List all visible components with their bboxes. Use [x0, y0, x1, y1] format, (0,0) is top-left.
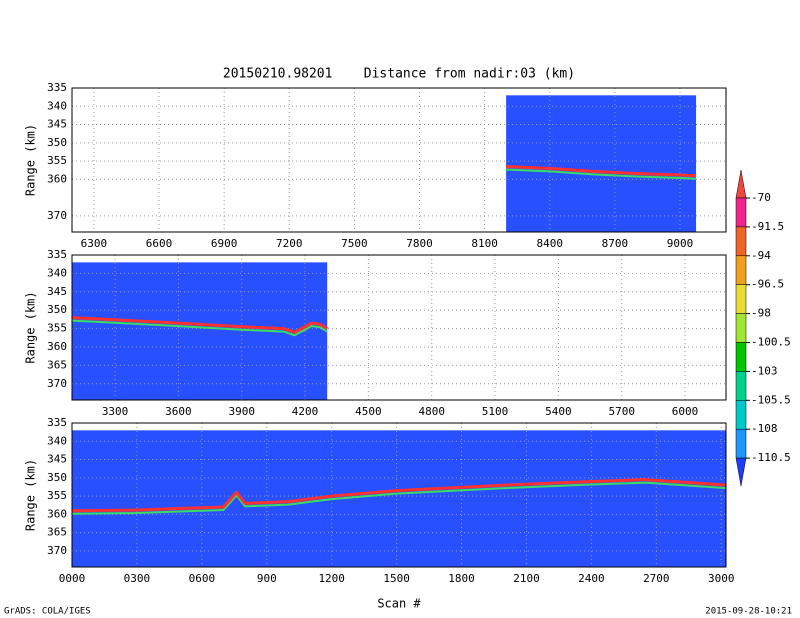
- x-tick-label: 6600: [146, 237, 173, 250]
- y-tick-label: 345: [47, 285, 67, 298]
- colorbar-segment: [735, 371, 747, 401]
- y-tick-label: 365: [47, 358, 67, 371]
- colorbar-label: -96.5: [751, 278, 784, 291]
- x-tick-label: 1200: [318, 572, 345, 585]
- surface-line: [72, 478, 726, 513]
- colorbar-segment: [735, 255, 747, 285]
- colorbar-label: -94: [751, 249, 771, 262]
- x-tick-label: 6300: [81, 237, 108, 250]
- y-axis-label: Range (km): [24, 459, 38, 531]
- data-coverage: [72, 430, 726, 567]
- colorbar-segment: [735, 226, 747, 257]
- x-tick-label: 9000: [667, 237, 694, 250]
- colorbar-label: -110.5: [751, 451, 791, 464]
- colorbar-label: -100.5: [751, 336, 791, 349]
- y-tick-label: 360: [47, 507, 67, 520]
- surface-halo: [72, 481, 726, 515]
- x-tick-label: 2100: [513, 572, 540, 585]
- x-tick-label: 8700: [602, 237, 629, 250]
- colorbar-label: -105.5: [751, 393, 791, 406]
- x-tick-label: 3900: [228, 405, 255, 418]
- y-tick-label: 345: [47, 453, 67, 466]
- colorbar-label: -108: [751, 422, 778, 435]
- y-tick-label: 350: [47, 303, 67, 316]
- y-tick-label: 370: [47, 209, 67, 222]
- colorbar-label: -91.5: [751, 220, 784, 233]
- y-tick-label: 360: [47, 340, 67, 353]
- y-axis-label: Range (km): [24, 291, 38, 363]
- x-tick-label: 1500: [383, 572, 410, 585]
- y-tick-label: 335: [47, 248, 67, 261]
- y-tick-label: 335: [47, 81, 67, 94]
- colorbar-segment: [735, 197, 747, 228]
- footer-left: GrADS: COLA/IGES: [4, 607, 91, 617]
- y-tick-label: 355: [47, 154, 67, 167]
- surface-halo: [72, 319, 328, 337]
- y-tick-label: 370: [47, 544, 67, 557]
- x-tick-label: 0000: [59, 572, 86, 585]
- x-tick-label: 3600: [165, 405, 192, 418]
- colorbar-label: -98: [751, 307, 771, 320]
- panel-frame: [71, 422, 727, 568]
- y-tick-label: 350: [47, 471, 67, 484]
- x-tick-label: 1800: [448, 572, 475, 585]
- y-tick-label: 370: [47, 377, 67, 390]
- y-tick-label: 340: [47, 434, 67, 447]
- colorbar-segment: [735, 400, 747, 430]
- x-tick-label: 4500: [355, 405, 382, 418]
- y-tick-label: 350: [47, 136, 67, 149]
- x-tick-label: 6000: [672, 405, 699, 418]
- panel-frame: [71, 254, 727, 401]
- surface-line: [506, 165, 697, 178]
- x-tick-label: 6900: [211, 237, 238, 250]
- y-tick-label: 340: [47, 266, 67, 279]
- x-tick-label: 7500: [341, 237, 368, 250]
- colorbar-segment: [735, 284, 747, 314]
- chart-title: 20150210.98201 Distance from nadir:03 (k…: [223, 67, 575, 82]
- x-tick-label: 7200: [276, 237, 303, 250]
- colorbar-cap: [735, 457, 747, 487]
- surface-halo: [506, 168, 697, 180]
- colorbar-segment: [735, 428, 747, 459]
- y-tick-label: 355: [47, 489, 67, 502]
- colorbar-segment: [735, 342, 747, 372]
- y-tick-label: 340: [47, 99, 67, 112]
- y-tick-label: 365: [47, 526, 67, 539]
- x-tick-label: 5100: [482, 405, 509, 418]
- y-tick-label: 335: [47, 416, 67, 429]
- y-tick-label: 355: [47, 322, 67, 335]
- x-tick-label: 8400: [536, 237, 563, 250]
- x-tick-label: 8100: [471, 237, 498, 250]
- x-tick-label: 5400: [545, 405, 572, 418]
- x-tick-label: 2400: [578, 572, 605, 585]
- x-tick-label: 4800: [418, 405, 445, 418]
- x-tick-label: 7800: [406, 237, 433, 250]
- x-tick-label: 0300: [124, 572, 151, 585]
- y-tick-label: 360: [47, 172, 67, 185]
- footer-right: 2015-09-28-10:21: [705, 607, 792, 617]
- data-coverage: [506, 95, 697, 232]
- x-tick-label: 2700: [643, 572, 670, 585]
- surface-line: [72, 316, 328, 334]
- y-tick-label: 345: [47, 118, 67, 131]
- x-tick-label: 900: [257, 572, 277, 585]
- x-tick-label: 5700: [608, 405, 635, 418]
- x-tick-label: 3000: [708, 572, 735, 585]
- x-tick-label: 3300: [102, 405, 129, 418]
- x-tick-label: 4200: [292, 405, 319, 418]
- y-axis-label: Range (km): [24, 124, 38, 196]
- colorbar-segment: [735, 313, 747, 343]
- colorbar-label: -103: [751, 364, 778, 377]
- colorbar-label: -70: [751, 191, 771, 204]
- panel-frame: [71, 87, 727, 233]
- x-tick-label: 0600: [189, 572, 216, 585]
- colorbar-cap: [735, 169, 747, 199]
- x-axis-label: Scan #: [377, 597, 421, 611]
